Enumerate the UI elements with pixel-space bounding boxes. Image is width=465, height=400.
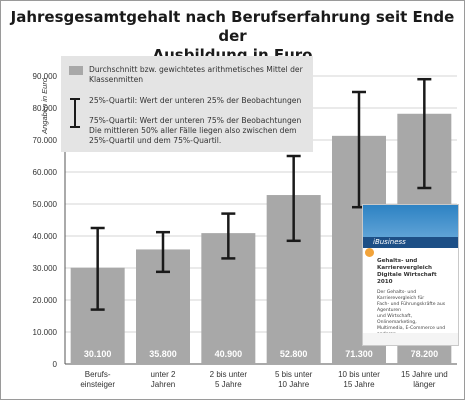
x-tick-label: 15 Jahre und länger: [401, 370, 448, 389]
legend-quartile-icon: [70, 98, 80, 128]
y-tick-label: 40.000: [33, 232, 58, 241]
bar-value-label: 71.300: [345, 349, 373, 359]
y-tick-label: 0: [53, 360, 58, 369]
y-tick-label: 30.000: [33, 264, 58, 273]
x-tick-label-line: 10 Jahre: [278, 380, 310, 389]
x-tick-label-line: Berufs-: [85, 370, 111, 379]
x-tick-label-line: 15 Jahre: [343, 380, 375, 389]
x-tick-label-line: Jahren: [151, 380, 175, 389]
x-tick-label-line: einsteiger: [80, 380, 115, 389]
y-tick-label: 10.000: [33, 328, 58, 337]
bar-value-label: 35.800: [149, 349, 177, 359]
x-tick-label: Berufs-einsteiger: [80, 370, 115, 389]
y-tick-label: 20.000: [33, 296, 58, 305]
legend-mean-swatch: [69, 66, 83, 75]
x-tick-label: unter 2 Jahren: [151, 370, 176, 389]
x-tick-label: 10 bis unter 15 Jahre: [338, 370, 380, 389]
legend-mean-label: Durchschnitt bzw. gewichtetes arithmetis…: [89, 65, 303, 84]
bar-value-label: 52.800: [280, 349, 308, 359]
y-tick-label: 50.000: [33, 200, 58, 209]
cover-header-graphic: [363, 205, 458, 237]
y-tick-label: 60.000: [33, 168, 58, 177]
x-tick-label: 2 bis unter 5 Jahre: [210, 370, 248, 389]
y-tick-label: 90.000: [33, 72, 58, 81]
y-tick-label: 70.000: [33, 136, 58, 145]
x-tick-label-line: länger: [413, 380, 436, 389]
legend: Durchschnitt bzw. gewichtetes arithmetis…: [61, 56, 313, 152]
x-tick-label-line: 15 Jahre und: [401, 370, 448, 379]
legend-quartile-label: 25%-Quartil: Wert der unteren 25% der Be…: [89, 96, 302, 145]
bar-value-label: 30.100: [84, 349, 112, 359]
x-tick-label-line: 2 bis unter: [210, 370, 248, 379]
bar-value-label: 40.900: [215, 349, 243, 359]
cover-logo-icon: [365, 248, 374, 257]
bar-value-label: 78.200: [411, 349, 439, 359]
y-tick-label: 80.000: [33, 104, 58, 113]
y-axis-title: Angaben in Euro: [40, 78, 49, 135]
cover-body: Gehalts- und Karrierevergleich Digitale …: [363, 248, 458, 345]
report-cover-thumbnail: iBusiness Gehaltsspiegel Gehalts- und Ka…: [362, 204, 459, 346]
cover-footer: [363, 333, 458, 345]
cover-band: iBusiness Gehaltsspiegel: [363, 237, 458, 257]
x-tick-label-line: unter 2: [151, 370, 176, 379]
x-tick-label: 5 bis unter 10 Jahre: [275, 370, 313, 389]
cover-title: Gehalts- und Karrierevergleich Digitale …: [377, 258, 437, 285]
x-tick-label-line: 10 bis unter: [338, 370, 380, 379]
x-tick-label-line: 5 Jahre: [215, 380, 242, 389]
x-tick-label-line: 5 bis unter: [275, 370, 313, 379]
